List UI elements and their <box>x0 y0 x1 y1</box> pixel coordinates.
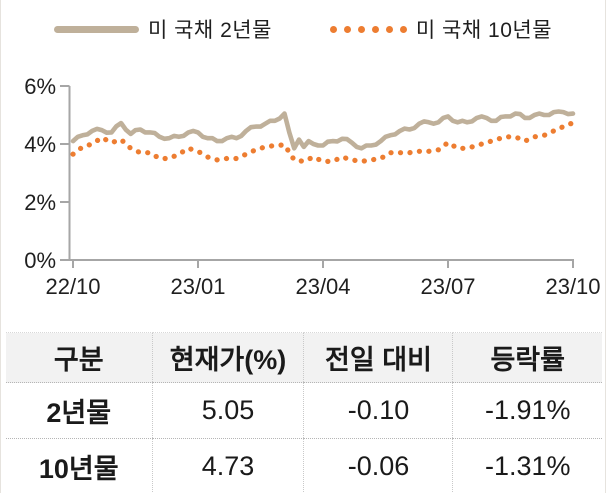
cell-10yr-current: 4.73 <box>151 438 304 493</box>
chart-legend: 미 국채 2년물 미 국채 10년물 <box>1 0 605 58</box>
cell-2yr-rate: -1.91% <box>452 382 602 439</box>
dot-icon <box>329 25 337 33</box>
yield-line-chart: 6% 4% 2% 0%22/10 23/01 23/04 23/07 23/10 <box>24 74 600 299</box>
header-change-rate: 등락률 <box>452 332 602 383</box>
svg-text:2%: 2% <box>24 190 56 215</box>
header-day-change: 전일 대비 <box>303 332 453 383</box>
dot-icon <box>371 25 379 33</box>
header-current-price: 현재가(%) <box>151 332 304 383</box>
svg-text:4%: 4% <box>24 132 56 157</box>
dotted-line-swatch <box>329 25 407 33</box>
cell-10yr-rate: -1.31% <box>452 438 602 493</box>
cell-10yr-label: 10년물 <box>6 438 153 493</box>
cell-2yr-current: 5.05 <box>151 382 304 439</box>
svg-text:6%: 6% <box>24 74 56 99</box>
dot-icon <box>399 25 407 33</box>
legend-item-10yr: 미 국채 10년물 <box>329 14 553 44</box>
table-row-10yr: 10년물 4.73 -0.06 -1.31% <box>6 438 602 493</box>
svg-text:0%: 0% <box>24 248 56 273</box>
table-header-row: 구분 현재가(%) 전일 대비 등락률 <box>6 332 602 383</box>
legend-label-2yr: 미 국채 2년물 <box>147 19 272 42</box>
legend-label-10yr: 미 국채 10년물 <box>415 19 553 42</box>
cell-10yr-change: -0.06 <box>303 438 453 493</box>
table-row-2yr: 2년물 5.05 -0.10 -1.91% <box>6 382 602 439</box>
dot-icon <box>357 25 365 33</box>
cell-2yr-change: -0.10 <box>303 382 453 439</box>
dot-icon <box>385 25 393 33</box>
svg-text:22/10: 22/10 <box>45 274 100 299</box>
solid-line-swatch <box>53 25 139 33</box>
cell-2yr-label: 2년물 <box>6 382 153 439</box>
legend-item-2yr: 미 국채 2년물 <box>53 14 272 44</box>
dot-icon <box>343 25 351 33</box>
svg-text:23/10: 23/10 <box>545 274 600 299</box>
svg-text:23/01: 23/01 <box>170 274 225 299</box>
yield-table: 구분 현재가(%) 전일 대비 등락률 2년물 5.05 -0.10 -1.91… <box>6 332 602 493</box>
header-category: 구분 <box>6 332 153 383</box>
svg-text:23/07: 23/07 <box>420 274 475 299</box>
svg-text:23/04: 23/04 <box>295 274 350 299</box>
